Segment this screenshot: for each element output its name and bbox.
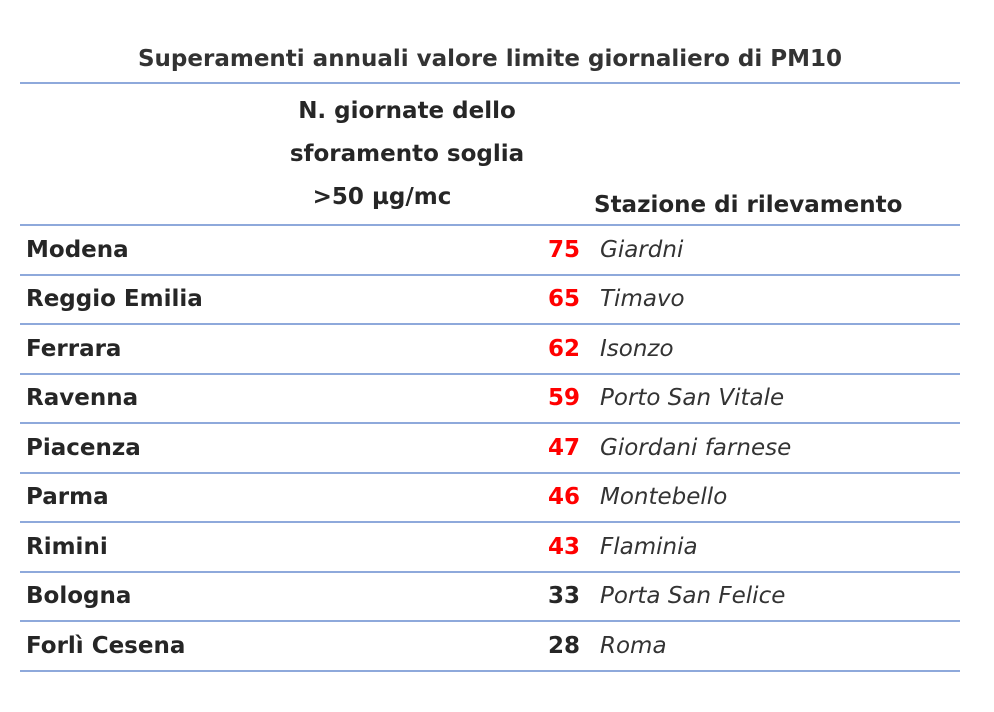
city-name: Piacenza: [26, 434, 141, 461]
pm10-table: Superamenti annuali valore limite giorna…: [20, 36, 960, 672]
exceedance-days: 65: [547, 286, 580, 313]
header-days-line-2: sforamento soglia: [289, 141, 525, 167]
exceedance-days: 47: [547, 434, 580, 461]
exceedance-days: 33: [547, 583, 580, 610]
city-name: Parma: [26, 484, 109, 511]
exceedance-days: 43: [547, 533, 580, 560]
table-row: Reggio Emilia 65 Timavo: [20, 276, 960, 325]
header-days-line-1: N. giornate dello: [298, 98, 516, 124]
exceedance-days: 62: [547, 335, 580, 362]
station-name: Giordani farnese: [600, 434, 792, 461]
header-days-line-3: >50 µg/mc: [312, 184, 452, 210]
header-days-count: N. giornate dello sforamento soglia >50 …: [240, 84, 574, 224]
city-name: Reggio Emilia: [26, 286, 203, 313]
table-title: Superamenti annuali valore limite giorna…: [20, 36, 960, 84]
table-header: N. giornate dello sforamento soglia >50 …: [20, 84, 960, 226]
station-name: Montebello: [600, 484, 728, 511]
station-name: Isonzo: [600, 335, 674, 362]
station-name: Flaminia: [600, 533, 698, 560]
station-name: Porta San Felice: [600, 583, 786, 610]
city-name: Rimini: [26, 533, 108, 560]
city-name: Forlì Cesena: [26, 632, 186, 659]
exceedance-days: 28: [547, 632, 580, 659]
table-row: Piacenza 47 Giordani farnese: [20, 424, 960, 474]
exceedance-days: 75: [547, 236, 580, 263]
table-row: Ravenna 59 Porto San Vitale: [20, 375, 960, 424]
table-row: Rimini 43 Flaminia: [20, 523, 960, 573]
table-row: Forlì Cesena 28 Roma: [20, 622, 960, 672]
exceedance-days: 59: [547, 385, 580, 412]
station-name: Porto San Vitale: [600, 385, 785, 412]
city-name: Modena: [26, 236, 129, 263]
city-name: Ferrara: [26, 335, 122, 362]
city-name: Ravenna: [26, 385, 139, 412]
station-name: Timavo: [600, 286, 685, 313]
table-row: Parma 46 Montebello: [20, 474, 960, 523]
table-body: Modena 75 Giardni Reggio Emilia 65 Timav…: [20, 226, 960, 672]
station-name: Giardni: [600, 236, 684, 263]
station-name: Roma: [600, 632, 667, 659]
table-row: Bologna 33 Porta San Felice: [20, 573, 960, 622]
header-station: Stazione di rilevamento: [594, 192, 903, 218]
table-row: Ferrara 62 Isonzo: [20, 325, 960, 375]
exceedance-days: 46: [547, 484, 580, 511]
city-name: Bologna: [26, 583, 132, 610]
header-city-cell: [20, 84, 240, 224]
table-row: Modena 75 Giardni: [20, 226, 960, 276]
